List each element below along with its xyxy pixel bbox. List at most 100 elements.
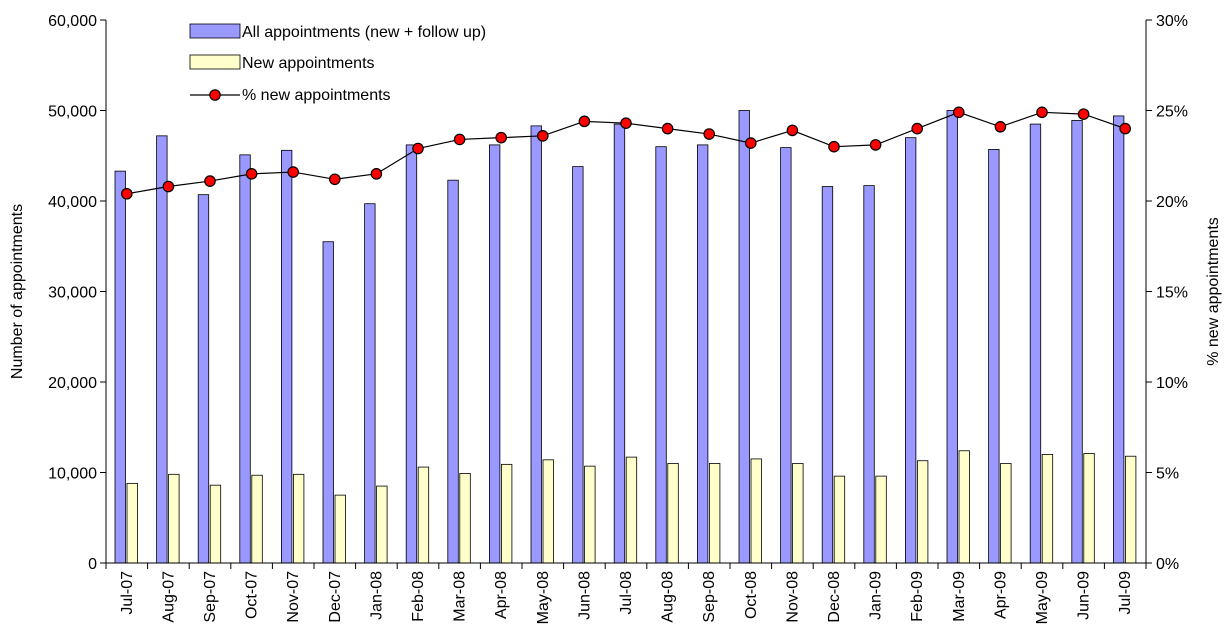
x-tick-label: Feb-08 bbox=[410, 571, 427, 622]
bar-all-Nov-08 bbox=[780, 147, 792, 564]
point-pct-Jul-07 bbox=[121, 187, 133, 200]
bar-all-Aug-07 bbox=[156, 135, 168, 564]
point-pct-Jan-08 bbox=[370, 168, 383, 180]
point-pct-Jan-09 bbox=[869, 139, 882, 151]
x-tick-label: Jul-07 bbox=[119, 571, 136, 615]
bar-all-Aug-08 bbox=[655, 146, 667, 564]
x-tick-label: Nov-07 bbox=[285, 571, 302, 623]
point-pct-Mar-08 bbox=[453, 133, 466, 146]
x-tick-label: Jul-09 bbox=[1117, 571, 1134, 615]
point-pct-Dec-07 bbox=[328, 173, 341, 186]
x-tick-label: Nov-08 bbox=[784, 571, 801, 623]
x-tick-label: Apr-09 bbox=[992, 571, 1009, 619]
bar-all-Jun-08 bbox=[572, 166, 584, 564]
point-pct-Jul-08 bbox=[620, 117, 632, 129]
point-pct-Sep-08 bbox=[703, 128, 715, 140]
left-tick-label: 30,000 bbox=[48, 285, 97, 302]
x-tick-label: Mar-09 bbox=[951, 571, 968, 622]
x-tick-label: Jan-08 bbox=[368, 571, 385, 620]
x-tick-label: Jun-09 bbox=[1076, 571, 1093, 620]
bar-all-May-09 bbox=[1029, 123, 1042, 564]
bar-all-Dec-07 bbox=[322, 241, 334, 564]
x-tick-label: May-08 bbox=[535, 571, 552, 624]
point-pct-Oct-08 bbox=[744, 137, 757, 149]
x-tick-label: Aug-08 bbox=[660, 571, 677, 623]
bar-new-Oct-07 bbox=[251, 474, 263, 564]
bar-all-Jun-09 bbox=[1071, 120, 1083, 564]
point-pct-Aug-08 bbox=[661, 122, 674, 135]
legend-swatch-all bbox=[189, 23, 241, 39]
bar-new-Apr-09 bbox=[1000, 463, 1012, 564]
bar-all-Feb-08 bbox=[405, 144, 418, 564]
point-pct-May-08 bbox=[536, 130, 549, 142]
right-tick-label: 0% bbox=[1156, 556, 1179, 573]
bar-all-Apr-09 bbox=[988, 149, 1000, 564]
point-pct-Jun-08 bbox=[578, 115, 591, 128]
point-pct-Jul-09 bbox=[1119, 122, 1131, 135]
bar-all-Apr-08 bbox=[488, 144, 501, 564]
right-tick-label: 10% bbox=[1156, 375, 1188, 392]
bar-new-Feb-08 bbox=[417, 466, 430, 564]
point-pct-Sep-07 bbox=[204, 175, 216, 187]
x-tick-label: Feb-09 bbox=[909, 571, 926, 622]
bar-new-Jul-09 bbox=[1125, 455, 1137, 564]
x-tick-label: Dec-08 bbox=[826, 571, 843, 623]
point-pct-Apr-08 bbox=[495, 131, 507, 144]
point-pct-Oct-07 bbox=[245, 168, 258, 180]
bar-all-Oct-07 bbox=[239, 154, 251, 564]
bar-all-Jan-08 bbox=[364, 203, 376, 564]
bar-all-Dec-08 bbox=[821, 186, 834, 564]
left-tick-label: 40,000 bbox=[48, 194, 97, 211]
left-tick-label: 50,000 bbox=[48, 104, 97, 121]
x-tick-label: Jul-08 bbox=[618, 571, 635, 615]
x-tick-label: Jun-08 bbox=[576, 571, 593, 620]
bar-new-Mar-08 bbox=[459, 473, 471, 564]
x-tick-label: Sep-08 bbox=[701, 571, 718, 623]
y-axis-title: Number of appointments bbox=[9, 204, 26, 379]
bar-all-Sep-08 bbox=[697, 144, 709, 564]
right-tick-label: 5% bbox=[1156, 466, 1179, 483]
right-tick-label: 15% bbox=[1156, 285, 1188, 302]
bar-all-Mar-08 bbox=[447, 179, 459, 564]
bar-new-Nov-08 bbox=[792, 463, 804, 564]
point-pct-Aug-07 bbox=[162, 180, 175, 193]
x-tick-label: Jan-09 bbox=[868, 571, 885, 620]
legend-label-new: New appointments bbox=[242, 55, 375, 72]
bar-all-Feb-09 bbox=[905, 137, 917, 564]
point-pct-Feb-09 bbox=[911, 122, 923, 135]
x-tick-label: Oct-08 bbox=[743, 571, 760, 619]
x-tick-label: Apr-08 bbox=[493, 571, 510, 619]
bar-all-Mar-09 bbox=[946, 110, 958, 564]
bar-new-Mar-09 bbox=[958, 450, 970, 564]
y2-axis-title: % new appointments bbox=[1205, 217, 1222, 366]
point-pct-Apr-09 bbox=[994, 120, 1007, 133]
bar-new-May-08 bbox=[542, 459, 554, 564]
bar-new-Aug-07 bbox=[168, 473, 180, 564]
legend-swatch-marker bbox=[209, 89, 221, 101]
point-pct-May-09 bbox=[1036, 106, 1048, 119]
bar-all-Jul-08 bbox=[613, 123, 626, 564]
bar-new-Jan-09 bbox=[875, 475, 887, 564]
x-tick-label: Dec-07 bbox=[327, 571, 344, 623]
bar-all-Oct-08 bbox=[738, 110, 750, 564]
left-tick-label: 0 bbox=[88, 556, 97, 573]
bar-all-Jan-09 bbox=[863, 185, 875, 564]
bar-new-Jul-08 bbox=[625, 456, 638, 564]
bar-new-Apr-08 bbox=[500, 463, 513, 564]
bar-new-Aug-08 bbox=[667, 463, 679, 564]
point-pct-Dec-08 bbox=[828, 140, 840, 153]
point-pct-Nov-08 bbox=[786, 124, 799, 137]
bar-all-May-08 bbox=[530, 125, 542, 564]
legend-swatch-new bbox=[189, 54, 241, 70]
legend-label-pct: % new appointments bbox=[242, 87, 391, 104]
point-pct-Mar-09 bbox=[952, 106, 965, 119]
x-tick-label: Sep-07 bbox=[202, 571, 219, 623]
bar-new-Sep-08 bbox=[709, 463, 721, 564]
bar-new-Jul-07 bbox=[126, 482, 138, 564]
bar-all-Sep-07 bbox=[197, 194, 210, 564]
bar-new-Oct-08 bbox=[750, 458, 762, 564]
point-pct-Feb-08 bbox=[412, 142, 424, 155]
point-pct-Jun-09 bbox=[1077, 108, 1090, 120]
bar-all-Nov-07 bbox=[280, 149, 293, 564]
